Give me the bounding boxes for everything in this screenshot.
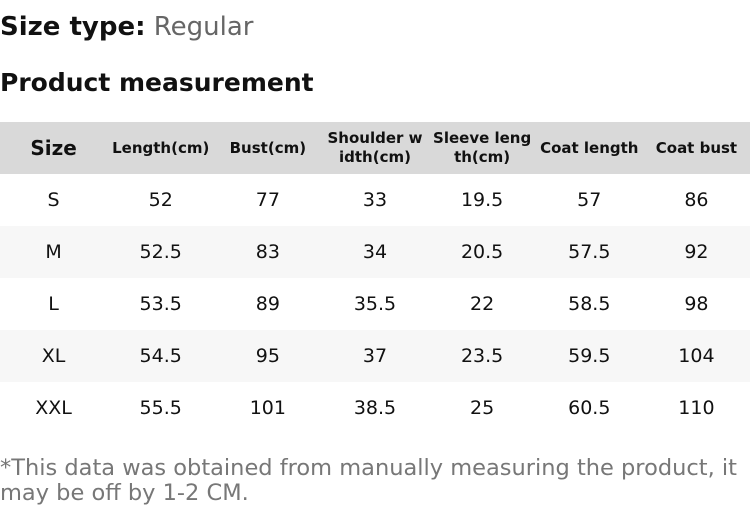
table-cell: 52 [148,189,173,211]
table-cell: 55.5 [139,397,182,419]
table-row: XXL 55.5 101 38.5 25 60.5 110 [0,382,750,434]
table-row: S 52 77 33 19.5 57 86 [0,174,750,226]
size-type-label: Size type: [0,12,146,42]
table-cell: 110 [678,397,715,419]
footnote: *This data was obtained from manually me… [0,455,737,506]
header-row: Size Length(cm) Bust(cm) Shoulder width(cm)… [0,122,750,174]
table-cell: 34 [321,226,429,278]
table-row: M 52.5 83 34 20.5 57.5 92 [0,226,750,278]
table-cell: 53.5 [139,293,182,315]
table-cell: 37 [321,330,429,382]
section-title: Product measurement [0,68,314,97]
size-type-value: Regular [153,12,254,42]
table-cell: 52.5 [107,226,215,278]
table-cell: 33 [362,189,388,211]
table-cell: 104 [642,330,750,382]
table-cell: 101 [249,397,286,419]
column-header: Shoulder width(cm) [321,122,429,174]
table-cell: 20.5 [428,226,536,278]
table-row: XL 54.5 95 37 23.5 59.5 104 [0,330,750,382]
table-cell: 59.5 [535,330,643,382]
table-cell: L [48,293,59,315]
column-header: Sleeve length(cm) [428,122,536,174]
table-row: L 53.5 89 35.5 22 58.5 98 [0,278,750,330]
table-cell: 77 [255,189,280,211]
table-cell: 60.5 [568,397,611,419]
size-type: Size type: Regular [0,12,253,42]
table-cell: 89 [255,293,280,315]
table-cell: XL [0,330,108,382]
table-cell: 98 [684,293,709,315]
table-cell: S [47,189,60,211]
table-cell: 19.5 [460,189,504,211]
measurement-table: Size Length(cm) Bust(cm) Shoulder width(cm)… [0,122,750,434]
column-header: Coat length [535,122,643,174]
table-cell: 35.5 [353,293,397,315]
table-cell: 23.5 [428,330,536,382]
table-cell: 57 [577,189,602,211]
column-header: Coat bust [642,122,750,174]
table-cell: 83 [214,226,322,278]
table-cell: 58.5 [568,293,611,315]
column-header: Length(cm) [107,122,215,174]
column-header: Size [0,122,108,174]
table-cell: 54.5 [107,330,215,382]
table-cell: 95 [214,330,322,382]
table-cell: M [0,226,108,278]
table-cell: 22 [470,293,495,315]
column-header: Bust(cm) [214,122,322,174]
table-body: S 52 77 33 19.5 57 86 M 52.5 83 34 20.5 57.5 92 L 53.5 8… [0,174,750,434]
table-cell: 38.5 [353,397,397,419]
table-cell: XXL [35,397,72,419]
table-cell: 86 [684,189,709,211]
table-cell: 25 [470,397,495,419]
table-cell: 57.5 [535,226,643,278]
table-cell: 92 [642,226,750,278]
